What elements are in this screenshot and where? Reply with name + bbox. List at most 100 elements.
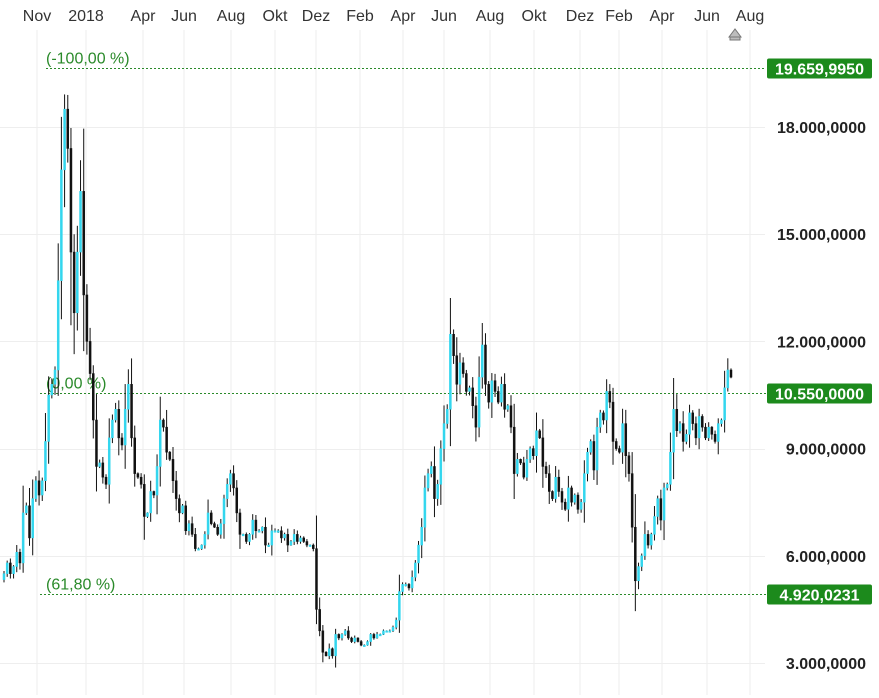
candle-body[interactable] — [570, 487, 573, 503]
candle-body[interactable] — [551, 491, 554, 499]
candle-body[interactable] — [592, 441, 596, 471]
candle-body[interactable] — [672, 409, 675, 453]
candle-body[interactable] — [372, 634, 376, 639]
candle-body[interactable] — [146, 512, 149, 517]
candle-body[interactable] — [461, 362, 465, 374]
candle-body[interactable] — [401, 584, 404, 592]
candle-body[interactable] — [481, 344, 484, 378]
candle-body[interactable] — [729, 369, 733, 378]
candle-body[interactable] — [398, 591, 401, 621]
candle-body[interactable] — [563, 501, 567, 510]
candle-body[interactable] — [308, 544, 312, 547]
candle-body[interactable] — [493, 380, 497, 392]
candle-body[interactable] — [117, 409, 121, 439]
candle-body[interactable] — [120, 437, 124, 446]
candle-body[interactable] — [382, 630, 385, 635]
candle-body[interactable] — [219, 523, 223, 535]
candle-body[interactable] — [213, 523, 216, 528]
candle-body[interactable] — [618, 448, 621, 453]
candle-body[interactable] — [500, 384, 503, 403]
candle-body[interactable] — [694, 423, 698, 439]
candle-body[interactable] — [430, 466, 433, 474]
candle-body[interactable] — [653, 516, 656, 535]
candle-body[interactable] — [541, 437, 545, 467]
candle-body[interactable] — [286, 534, 290, 546]
candle-body[interactable] — [270, 530, 274, 546]
candle-body[interactable] — [420, 526, 423, 546]
candle-body[interactable] — [2, 573, 6, 580]
candle-body[interactable] — [34, 480, 38, 499]
candle-body[interactable] — [98, 462, 101, 467]
candle-body[interactable] — [327, 648, 331, 657]
candle-body[interactable] — [669, 451, 672, 485]
candle-body[interactable] — [608, 391, 612, 403]
candle-body[interactable] — [162, 419, 165, 428]
candle-body[interactable] — [337, 634, 341, 639]
candle-body[interactable] — [605, 391, 608, 421]
candle-body[interactable] — [359, 641, 363, 646]
candle-body[interactable] — [92, 373, 95, 421]
candle-body[interactable] — [127, 384, 130, 410]
candle-body[interactable] — [678, 423, 682, 431]
candle-body[interactable] — [130, 384, 133, 439]
candle-body[interactable] — [353, 637, 356, 642]
candle-body[interactable] — [528, 448, 532, 460]
candle-body[interactable] — [445, 409, 449, 424]
candle-body[interactable] — [267, 544, 270, 547]
candle-body[interactable] — [178, 498, 181, 514]
candle-body[interactable] — [439, 448, 443, 485]
candle-body[interactable] — [394, 619, 398, 628]
candle-body[interactable] — [171, 459, 175, 482]
candle-body[interactable] — [21, 512, 25, 564]
candle-body[interactable] — [123, 409, 127, 446]
candle-body[interactable] — [650, 534, 653, 546]
candle-body[interactable] — [369, 634, 372, 642]
candle-body[interactable] — [254, 519, 258, 532]
candle-body[interactable] — [723, 387, 726, 421]
candle-body[interactable] — [136, 473, 140, 478]
candle-body[interactable] — [455, 355, 459, 385]
candle-body[interactable] — [656, 498, 659, 517]
candle-body[interactable] — [388, 630, 392, 633]
candle-body[interactable] — [44, 441, 47, 482]
candle-body[interactable] — [200, 544, 203, 549]
candle-body[interactable] — [720, 419, 723, 424]
candle-body[interactable] — [681, 423, 685, 442]
candle-body[interactable] — [713, 434, 717, 442]
candle-body[interactable] — [544, 466, 548, 474]
candle-body[interactable] — [111, 419, 114, 439]
candle-body[interactable] — [627, 455, 631, 474]
candle-body[interactable] — [72, 251, 76, 314]
candle-body[interactable] — [235, 487, 239, 514]
candle-body[interactable] — [107, 437, 111, 485]
candle-body[interactable] — [516, 459, 519, 474]
candle-body[interactable] — [522, 462, 525, 478]
candle-body[interactable] — [637, 566, 640, 582]
current-date-marker[interactable] — [728, 28, 742, 41]
candle-body[interactable] — [245, 534, 248, 542]
candle-body[interactable] — [375, 634, 379, 639]
candle-body[interactable] — [15, 551, 19, 567]
candle-body[interactable] — [347, 630, 350, 639]
candle-body[interactable] — [139, 476, 143, 485]
candle-body[interactable] — [168, 451, 172, 460]
candle-body[interactable] — [194, 534, 197, 549]
candle-body[interactable] — [465, 373, 468, 392]
candle-body[interactable] — [88, 341, 92, 374]
candle-body[interactable] — [442, 423, 446, 449]
candle-body[interactable] — [449, 334, 452, 410]
candle-body[interactable] — [85, 294, 89, 342]
candle-body[interactable] — [53, 369, 57, 385]
candle-body[interactable] — [487, 384, 490, 403]
candle-body[interactable] — [490, 380, 494, 403]
candle-body[interactable] — [496, 391, 500, 403]
candle-body[interactable] — [404, 584, 408, 587]
candle-body[interactable] — [152, 491, 156, 496]
candle-body[interactable] — [484, 344, 487, 385]
candle-body[interactable] — [331, 648, 334, 657]
candle-body[interactable] — [37, 480, 41, 496]
candle-body[interactable] — [567, 487, 570, 510]
candle-body[interactable] — [18, 551, 22, 564]
